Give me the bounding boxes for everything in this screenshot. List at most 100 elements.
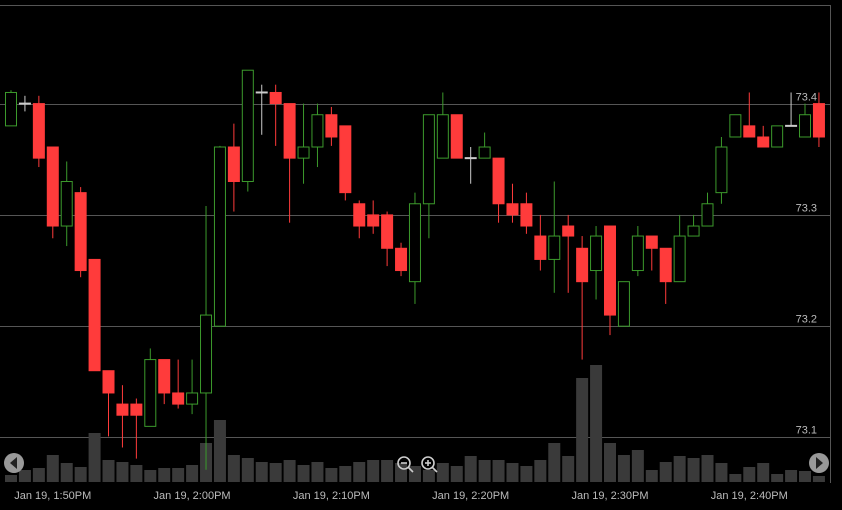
candle-body (715, 146, 728, 194)
volume-bar (5, 475, 17, 482)
volume-bar (687, 458, 700, 482)
volume-bar (186, 465, 199, 482)
candle-body (130, 403, 143, 416)
candle-body (729, 114, 742, 138)
volume-bar (102, 460, 115, 482)
candle-body (213, 146, 226, 327)
candle-body (241, 69, 254, 183)
volume-bar (116, 462, 129, 482)
volume-bar (603, 443, 616, 482)
volume-bar (534, 460, 547, 482)
volume-bar (88, 433, 101, 482)
candle-body (799, 114, 812, 138)
candle-body (701, 203, 714, 227)
volume-bar (617, 455, 630, 482)
candle-body (116, 403, 129, 416)
volume-bar (562, 456, 575, 482)
volume-bar (158, 468, 171, 482)
x-tick-label: Jan 19, 2:40PM (711, 490, 788, 502)
x-tick-label: Jan 19, 2:20PM (432, 490, 509, 502)
x-tick-label: Jan 19, 2:30PM (571, 490, 648, 502)
candle-body (590, 235, 603, 272)
volume-bar (144, 470, 157, 482)
volume-bar (743, 467, 756, 482)
volume-bar (785, 470, 798, 482)
candle-body (562, 225, 575, 237)
candle-body (450, 114, 463, 159)
candle-body (5, 91, 17, 127)
volume-bar (18, 470, 31, 482)
volume-bar (548, 443, 561, 482)
volume-bar (799, 471, 812, 482)
volume-bar (311, 462, 324, 482)
volume-bar (520, 466, 533, 482)
volume-bar (60, 463, 73, 482)
volume-bar (74, 467, 87, 482)
candle-body (617, 281, 630, 327)
volume-bar (227, 455, 240, 482)
y-tick-label: 73.4 (796, 91, 817, 103)
volume-bar (450, 466, 463, 482)
candle-body (395, 247, 408, 272)
candle-body (478, 146, 491, 159)
candle-body (548, 235, 561, 260)
candle-body (506, 203, 519, 216)
candle-body (631, 235, 644, 272)
candles (5, 69, 825, 470)
candle-body (492, 157, 505, 205)
candle-body (812, 103, 825, 138)
candle-body (283, 103, 296, 159)
volume-bar (645, 470, 658, 482)
volume-bar (46, 455, 59, 482)
candle-body (576, 247, 589, 283)
volume-bar (436, 463, 449, 482)
candle-body (186, 392, 199, 405)
y-tick-label: 73.2 (796, 313, 817, 325)
volume-bar (172, 468, 185, 482)
zoom-in[interactable] (421, 456, 438, 473)
candle-body (381, 214, 394, 249)
volume-bar (492, 460, 505, 482)
candle-body (60, 181, 73, 227)
candle-body (74, 192, 87, 272)
volume-bar (269, 463, 282, 482)
candle-body (673, 235, 686, 283)
volume-bar (325, 468, 338, 482)
candle-body (325, 114, 338, 138)
volume (5, 365, 825, 482)
volume-bar (757, 463, 770, 482)
volume-bar (381, 460, 394, 482)
volume-bar (339, 466, 352, 482)
volume-bar (241, 458, 254, 482)
volume-bar (395, 463, 408, 482)
volume-bar (422, 470, 435, 482)
scroll-right[interactable] (809, 453, 829, 473)
y-tick-label: 73.3 (796, 202, 817, 214)
labels: 73.1 73.2 73.3 73.4 Jan 19, 1:50PM Jan 19, 2:… (14, 91, 817, 502)
candle-body (687, 225, 700, 237)
volume-bar (367, 460, 380, 482)
volume-bar (283, 460, 296, 482)
volume-bar (715, 463, 728, 482)
volume-bar (130, 465, 143, 482)
volume-bar (478, 460, 491, 482)
candle-body (297, 146, 310, 159)
volume-bar (771, 474, 784, 482)
candle-body (771, 125, 784, 148)
candle-body (743, 125, 756, 138)
zoom-out[interactable] (397, 456, 414, 473)
volume-bar (213, 420, 226, 482)
candle-body (172, 392, 185, 405)
volume-bar (673, 456, 686, 482)
candle-body (227, 146, 240, 183)
candle-body (436, 114, 449, 159)
scroll-left[interactable] (4, 453, 24, 473)
volume-bar (701, 455, 714, 482)
x-tick-label: Jan 19, 2:10PM (293, 490, 370, 502)
candle-body (311, 114, 324, 148)
candle-body (353, 203, 366, 227)
volume-bar (408, 466, 421, 482)
candle-body (422, 114, 435, 205)
